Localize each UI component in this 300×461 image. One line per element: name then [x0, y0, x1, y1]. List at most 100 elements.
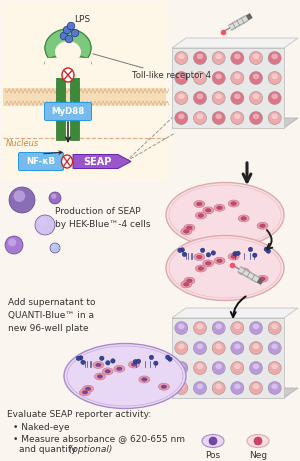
Ellipse shape	[175, 342, 188, 355]
Ellipse shape	[268, 321, 281, 335]
Ellipse shape	[94, 373, 105, 380]
Ellipse shape	[253, 53, 259, 59]
Circle shape	[211, 251, 215, 255]
Ellipse shape	[194, 201, 205, 207]
Text: Neg: Neg	[249, 451, 267, 460]
Ellipse shape	[194, 112, 206, 124]
Ellipse shape	[272, 94, 278, 99]
Circle shape	[166, 355, 170, 360]
Ellipse shape	[215, 74, 222, 79]
Ellipse shape	[231, 52, 244, 65]
Ellipse shape	[194, 91, 206, 105]
Ellipse shape	[197, 324, 203, 329]
Ellipse shape	[194, 342, 206, 355]
Text: • Measure absorbance @ 620-655 nm: • Measure absorbance @ 620-655 nm	[13, 434, 185, 443]
Ellipse shape	[102, 368, 113, 375]
Ellipse shape	[197, 74, 203, 79]
Text: NF-κB: NF-κB	[26, 157, 56, 166]
Ellipse shape	[45, 29, 91, 67]
Ellipse shape	[212, 52, 225, 65]
Bar	[3, 88, 166, 106]
Ellipse shape	[241, 217, 247, 220]
Circle shape	[182, 252, 187, 257]
Ellipse shape	[197, 384, 203, 389]
Ellipse shape	[253, 364, 259, 369]
Ellipse shape	[198, 214, 203, 217]
Circle shape	[9, 187, 35, 213]
Ellipse shape	[268, 382, 281, 395]
FancyBboxPatch shape	[44, 102, 92, 120]
Ellipse shape	[214, 204, 225, 211]
Ellipse shape	[206, 261, 211, 265]
Ellipse shape	[96, 363, 101, 367]
Ellipse shape	[217, 259, 222, 262]
Circle shape	[76, 356, 80, 361]
Ellipse shape	[253, 74, 259, 79]
Circle shape	[60, 32, 68, 40]
Ellipse shape	[196, 202, 202, 206]
Ellipse shape	[250, 52, 262, 65]
Ellipse shape	[184, 277, 195, 284]
Ellipse shape	[257, 222, 268, 229]
Ellipse shape	[128, 361, 140, 368]
Ellipse shape	[194, 52, 206, 65]
Ellipse shape	[114, 365, 125, 372]
Circle shape	[233, 252, 237, 256]
Ellipse shape	[169, 238, 281, 298]
Text: LPS: LPS	[74, 15, 90, 24]
Ellipse shape	[184, 283, 189, 286]
Ellipse shape	[231, 342, 244, 355]
Ellipse shape	[194, 382, 206, 395]
Circle shape	[180, 248, 184, 252]
Ellipse shape	[250, 382, 262, 395]
Ellipse shape	[197, 364, 203, 369]
Ellipse shape	[215, 94, 222, 99]
Polygon shape	[172, 38, 298, 48]
Ellipse shape	[194, 254, 205, 260]
FancyBboxPatch shape	[19, 153, 64, 171]
Ellipse shape	[197, 113, 203, 119]
Ellipse shape	[181, 228, 192, 235]
Circle shape	[206, 253, 211, 257]
Ellipse shape	[178, 53, 184, 59]
Ellipse shape	[268, 91, 281, 105]
Circle shape	[248, 247, 253, 252]
Ellipse shape	[187, 279, 192, 283]
Ellipse shape	[234, 94, 241, 99]
Circle shape	[133, 360, 138, 364]
Polygon shape	[172, 48, 284, 128]
Ellipse shape	[184, 224, 195, 231]
Ellipse shape	[231, 202, 236, 205]
Circle shape	[111, 359, 115, 363]
Ellipse shape	[62, 68, 74, 82]
Ellipse shape	[142, 378, 147, 381]
Ellipse shape	[272, 364, 278, 369]
Ellipse shape	[82, 390, 88, 394]
Ellipse shape	[53, 58, 83, 68]
Ellipse shape	[268, 112, 281, 124]
Ellipse shape	[231, 361, 244, 374]
Circle shape	[136, 359, 141, 363]
Ellipse shape	[197, 94, 203, 99]
Circle shape	[52, 244, 56, 249]
Ellipse shape	[212, 321, 225, 335]
Ellipse shape	[272, 343, 278, 349]
FancyBboxPatch shape	[1, 1, 168, 180]
Ellipse shape	[194, 361, 206, 374]
Ellipse shape	[196, 255, 202, 259]
Ellipse shape	[178, 384, 184, 389]
Ellipse shape	[212, 382, 225, 395]
Ellipse shape	[257, 275, 268, 282]
Text: and quantify: and quantify	[19, 445, 76, 454]
Ellipse shape	[231, 91, 244, 105]
Ellipse shape	[195, 265, 206, 272]
Ellipse shape	[260, 277, 265, 280]
Ellipse shape	[272, 384, 278, 389]
Circle shape	[51, 194, 56, 199]
Ellipse shape	[217, 206, 222, 209]
Ellipse shape	[61, 155, 73, 168]
Circle shape	[154, 361, 158, 366]
Text: Production of SEAP
by HEK-Blue™-4 cells: Production of SEAP by HEK-Blue™-4 cells	[55, 207, 151, 229]
Ellipse shape	[247, 435, 269, 448]
Ellipse shape	[250, 91, 262, 105]
